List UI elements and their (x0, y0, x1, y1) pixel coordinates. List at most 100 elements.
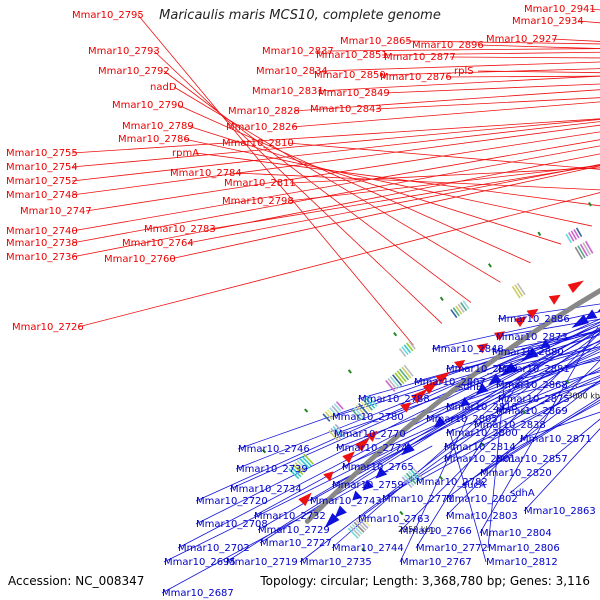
gene-label: Mmar10_2738 (6, 238, 78, 249)
marker-dash (565, 379, 570, 385)
gene-label: Mmar10_2784 (170, 168, 242, 179)
forward-gene-arrow (342, 451, 355, 464)
marker-dash (399, 510, 404, 516)
gene-label: Mmar10_2848 (432, 344, 504, 355)
forward-gene-arrow (355, 437, 370, 452)
feature-bar (324, 411, 333, 420)
gene-label: Mmar10_2767 (400, 557, 472, 568)
callout-line (293, 89, 600, 112)
feature-bar (511, 285, 521, 299)
feature-bar (362, 399, 373, 411)
callout-line (415, 380, 600, 483)
feature-bar (367, 395, 378, 407)
gene-label: Mmar10_2780 (332, 412, 404, 423)
gene-label: Mmar10_2755 (6, 148, 78, 159)
callout-line (71, 124, 600, 196)
feature-bar (288, 468, 300, 480)
feature-bar (294, 461, 306, 474)
callout-line (299, 331, 600, 563)
callout-line (187, 163, 600, 244)
callout-line (161, 445, 433, 594)
gene-label: Mmar10_2814 (444, 442, 516, 453)
callout-line (173, 86, 501, 283)
gene-label: Mmar10_2800 (446, 428, 518, 439)
feature-bar (398, 368, 410, 381)
callout-line (425, 357, 600, 420)
feature-bar (412, 467, 423, 479)
feature-bar (298, 457, 310, 469)
feature-bar (330, 427, 342, 440)
reverse-gene-arrow (460, 396, 471, 407)
callout-line (577, 20, 600, 24)
callout-line (177, 104, 531, 264)
gene-label: Mmar10_2743 (310, 496, 382, 507)
feature-bar (296, 459, 308, 471)
reverse-gene-arrow (540, 339, 551, 349)
forward-gene-arrow (422, 379, 440, 395)
gene-features (261, 202, 600, 553)
gene-label: Mmar10_2857 (496, 454, 568, 465)
callout-line (71, 118, 600, 154)
callout-line (317, 75, 600, 92)
feature-bar (353, 406, 365, 419)
feature-bar (570, 230, 578, 241)
feature-bar (405, 342, 414, 352)
callout-line (137, 14, 414, 346)
feature-bar (460, 302, 468, 312)
reverse-gene-arrow (597, 308, 600, 313)
callout-line (77, 192, 600, 328)
feature-bar (335, 401, 344, 410)
feature-bar (332, 425, 344, 438)
gene-label: Mmar10_2934 (512, 16, 584, 27)
callout-line (449, 431, 487, 563)
feature-bar (579, 243, 589, 257)
gene-label: Mmar10_2772 (416, 543, 488, 554)
gene-label: Mmar10_2760 (104, 254, 176, 265)
callout-line (479, 396, 600, 474)
callout-line (309, 339, 600, 502)
forward-gene-arrow (493, 331, 506, 342)
feature-bar (331, 405, 340, 414)
gene-label: Mmar10_2766 (400, 526, 472, 537)
topology-text: Topology: circular; Length: 3,368,780 bp… (260, 574, 590, 588)
gene-label: Mmar10_2746 (238, 444, 310, 455)
forward-gene-arrow (548, 294, 561, 305)
feature-bar (577, 245, 586, 259)
gene-label: Mmar10_2820 (480, 468, 552, 479)
gene-label: Mmar10_2877 (384, 52, 456, 63)
feature-bar (351, 408, 362, 421)
gene-label: Mmar10_2941 (524, 4, 596, 15)
gene-label: Mmar10_2896 (412, 40, 484, 51)
gene-label: Mmar10_2873 (496, 332, 568, 343)
gene-label: Mmar10_2732 (254, 511, 326, 522)
gene-label: Mmar10_2708 (196, 519, 268, 530)
gene-label: Mmar10_2735 (300, 557, 372, 568)
callout-line (497, 303, 600, 320)
callout-line (225, 350, 560, 563)
marker-dash (261, 449, 267, 454)
feature-bar (392, 374, 403, 387)
gene-label: Mmar10_2726 (12, 322, 84, 333)
feature-bar (408, 470, 419, 483)
feature-bar (462, 300, 470, 310)
reverse-gene-arrow (334, 505, 347, 518)
feature-bar (353, 521, 365, 533)
gene-label: Mmar10_2843 (310, 104, 382, 115)
gene-label: rpmA (172, 148, 199, 159)
gene-label: Mmar10_2802 (446, 494, 518, 505)
marker-dash (479, 441, 484, 447)
callout-line (287, 164, 600, 202)
callout-line (187, 125, 562, 245)
gene-label: Mmar10_2831 (252, 86, 324, 97)
gene-label: Mmar10_2804 (480, 528, 552, 539)
callout-line (229, 324, 600, 490)
feature-bar (401, 366, 412, 379)
feature-bar (328, 429, 339, 442)
feature-bar (405, 472, 417, 485)
gene-label: Mmar10_2754 (6, 162, 78, 173)
gene-label: Mmar10_2806 (488, 543, 560, 554)
feature-bar (574, 246, 584, 260)
callout-line (357, 330, 600, 400)
gene-label: Mmar10_2764 (122, 238, 194, 249)
